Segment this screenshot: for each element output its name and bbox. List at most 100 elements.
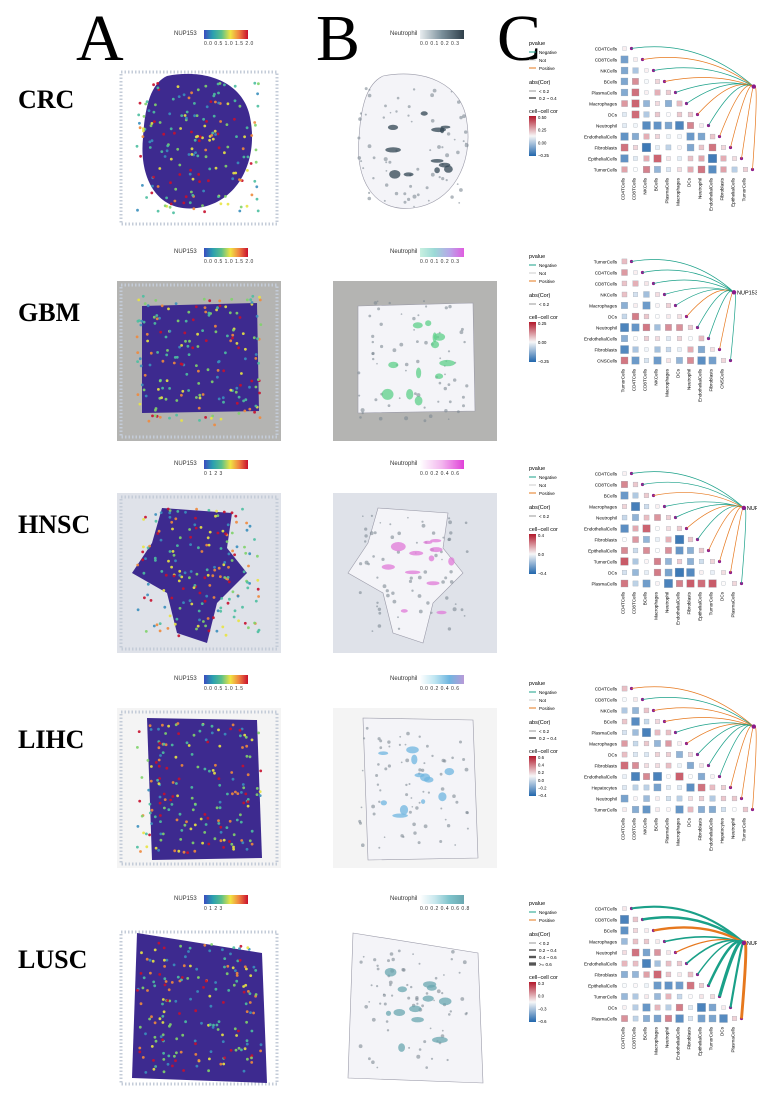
heatmap-row-label: BCells	[604, 929, 618, 934]
heatmap-row-label: EndothelialCells	[584, 135, 618, 140]
cor-colorbar-tick: −0.4	[538, 571, 547, 576]
heatmap-col-label: Macrophages	[676, 177, 681, 206]
heatmap-row-label: Macrophages	[589, 940, 618, 945]
gene-colorbar-0-ticks: 0.0 0.5 1.0 1.5 2.0	[204, 41, 254, 47]
heatmap-col-label: PlasmaCells	[665, 817, 670, 843]
heatmap-row-label: EndothelialCells	[584, 962, 618, 967]
pvalue-legend-item: Positive	[539, 66, 555, 71]
heatmap-col-label: CD8TCells	[632, 817, 637, 840]
heatmap-col-label: Fibroblasts	[698, 817, 703, 840]
heatmap-col-label: Fibroblasts	[687, 591, 692, 614]
gene-colorbar-3-bar	[204, 675, 248, 684]
heatmap-row-label: CD4TCells	[595, 472, 618, 477]
cor-colorbar-tick: 0.4	[538, 533, 545, 538]
heatmap-row-label: DCs	[608, 753, 618, 758]
abs-cor-legend-item: < 0.2	[539, 941, 550, 946]
heatmap-col-label: CD8TCells	[632, 177, 637, 200]
heatmap-row-label: EndothelialCells	[584, 775, 618, 780]
heatmap-col-label: DCs	[720, 591, 725, 601]
heatmap-row-label: Fibroblasts	[595, 973, 618, 978]
heatmap-row-label: Macrophages	[589, 102, 618, 107]
heatmap-col-label: PlasmaCells	[665, 177, 670, 203]
heatmap-row-label: NKCells	[600, 69, 617, 74]
gene-node-label: NUP153	[747, 941, 757, 947]
cell-colorbar-0-label: Neutrophil	[390, 31, 418, 37]
cor-colorbar-tick: 0.0	[538, 778, 545, 783]
heatmap-col-label: EndothelialCells	[676, 591, 681, 625]
heatmap-col-label: BCells	[654, 817, 659, 831]
cell-abundance-spatial-map	[333, 928, 497, 1088]
heatmap-row-label: NKCells	[600, 293, 617, 298]
heatmap-col-label: CD8TCells	[632, 591, 637, 614]
heatmap-col-label: Neutrophil	[698, 178, 703, 199]
abs-cor-legend-title: abs(Cor)	[529, 505, 551, 511]
heatmap-row-label: PlasmaCells	[591, 91, 617, 96]
cell-colorbar-0-bar	[420, 30, 464, 39]
cell-colorbar-4: Neutrophil 0.0 0.2 0.4 0.6 0.8	[390, 895, 500, 917]
heatmap-col-label: NKCells	[654, 368, 659, 385]
heatmap-row-label: DCs	[608, 113, 618, 118]
pvalue-legend-item: Negative	[539, 263, 557, 268]
cor-colorbar-tick: −0.6	[538, 1019, 547, 1024]
heatmap-row-label: CD8TCells	[595, 58, 618, 63]
cell-colorbar-3: Neutrophil 0.0 0.2 0.4 0.6	[390, 675, 500, 697]
heatmap-col-label: DCs	[687, 177, 692, 187]
gene-colorbar-0: NUP153 0.0 0.5 1.0 1.5 2.0	[174, 30, 284, 52]
abs-cor-legend-item: < 0.2	[539, 89, 550, 94]
heatmap-row-label: Neutrophil	[596, 797, 617, 802]
cor-colorbar-title: cell−cell cor	[529, 975, 558, 981]
heatmap-col-label: TumorCells	[709, 591, 714, 615]
heatmap-row-label: PlasmaCells	[591, 1017, 617, 1022]
panel-label-b: B	[316, 2, 361, 75]
cancer-label-lusc: LUSC	[18, 945, 88, 974]
heatmap-col-label: Macrophages	[654, 1026, 659, 1055]
cell-colorbar-4-bar	[420, 895, 464, 904]
cell-colorbar-1-ticks: 0.0 0.1 0.2 0.3	[420, 259, 460, 265]
heatmap-col-label: CD8TCells	[643, 368, 648, 391]
heatmap-col-label: EndothelialCells	[709, 177, 714, 211]
heatmap-col-label: Macrophages	[654, 591, 659, 620]
gene-colorbar-4-ticks: 0 1 2 3	[204, 906, 223, 912]
cancer-label-gbm: GBM	[18, 298, 81, 327]
heatmap-col-label: PlasmaCells	[731, 1026, 736, 1052]
heatmap-row-label: Fibroblasts	[595, 348, 618, 353]
abs-cor-legend-item: 0.4 ~ 0.6	[539, 955, 557, 960]
cell-colorbar-3-bar	[420, 675, 464, 684]
heatmap-row-label: BCells	[604, 80, 618, 85]
gene-colorbar-3: NUP153 0.0 0.5 1.0 1.5	[174, 675, 284, 697]
cell-colorbar-3-ticks: 0.0 0.2 0.4 0.6	[420, 686, 460, 692]
gene-colorbar-4: NUP153 0 1 2 3	[174, 895, 284, 917]
gene-colorbar-4-bar	[204, 895, 248, 904]
abs-cor-legend-title: abs(Cor)	[529, 80, 551, 86]
gene-node-label: NUP153	[747, 506, 757, 512]
heatmap-row-label: TumorCells	[594, 808, 618, 813]
heatmap-row-label: Macrophages	[589, 742, 618, 747]
heatmap-col-label: BCells	[643, 1026, 648, 1040]
cor-colorbar-title: cell−cell cor	[529, 527, 558, 533]
heatmap-row-label: CD4TCells	[595, 47, 618, 52]
cell-colorbar-1: Neutrophil 0.0 0.1 0.2 0.3	[390, 248, 500, 270]
heatmap-col-label: CNSCells	[720, 368, 725, 389]
pvalue-legend-item: Negative	[539, 475, 557, 480]
cor-colorbar-tick: −0.3	[538, 1006, 547, 1011]
heatmap-col-label: EndothelialCells	[698, 368, 703, 402]
cor-colorbar-tick: −0.2	[538, 785, 547, 790]
heatmap-col-label: TumorCells	[621, 368, 626, 392]
heatmap-col-label: DCs	[676, 368, 681, 378]
cor-colorbar-tick: 0.2	[538, 770, 545, 775]
heatmap-col-label: Neutrophil	[665, 592, 670, 613]
cell-colorbar-4-ticks: 0.0 0.2 0.4 0.6 0.8	[420, 906, 470, 912]
cor-colorbar-tick: 0.00	[538, 340, 547, 345]
cor-colorbar-tick: 0.25	[538, 321, 547, 326]
heatmap-row-label: EndothelialCells	[584, 337, 618, 342]
heatmap-row-label: CD8TCells	[595, 483, 618, 488]
cor-colorbar-tick: 0.6	[538, 755, 545, 760]
correlation-heatmap: pvalue Negative Not Positive abs(Cor) < 0.2 ce…	[529, 466, 757, 625]
cell-colorbar-2-bar	[420, 460, 464, 469]
heatmap-row-label: CD4TCells	[595, 687, 618, 692]
heatmap-row-label: NKCells	[600, 709, 617, 714]
gene-colorbar-2-label: NUP153	[174, 461, 197, 467]
heatmap-col-label: Macrophages	[676, 817, 681, 846]
cell-colorbar-0: Neutrophil 0.0 0.1 0.2 0.3	[390, 30, 500, 52]
gene-colorbar-2-bar	[204, 460, 248, 469]
